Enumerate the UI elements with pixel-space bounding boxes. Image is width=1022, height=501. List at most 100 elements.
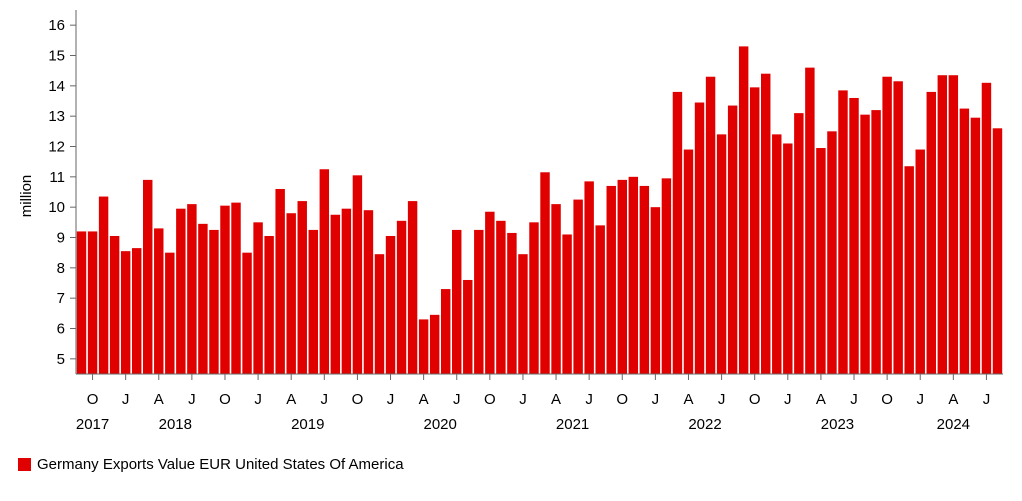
bar bbox=[772, 134, 782, 374]
bar bbox=[253, 222, 263, 374]
bar bbox=[463, 279, 473, 374]
y-tick-label: 12 bbox=[48, 139, 65, 156]
y-tick-label: 8 bbox=[57, 260, 65, 277]
y-axis: 5 6 7 8 9 10 11 12 13 14 15 16 bbox=[48, 10, 77, 374]
bar bbox=[628, 176, 639, 374]
x-tick-label: A bbox=[286, 391, 296, 408]
bar bbox=[551, 204, 561, 374]
bar bbox=[209, 229, 219, 374]
bar bbox=[584, 181, 594, 374]
bar bbox=[915, 149, 925, 374]
x-tick-label: J bbox=[387, 391, 395, 408]
bar bbox=[165, 252, 175, 374]
bar bbox=[407, 201, 418, 374]
bar bbox=[385, 235, 396, 374]
y-tick-label: 14 bbox=[48, 78, 65, 95]
bar bbox=[981, 82, 992, 375]
bar bbox=[518, 254, 528, 374]
x-tick-label: J bbox=[585, 391, 593, 408]
bar bbox=[87, 231, 98, 374]
bar bbox=[992, 128, 1003, 374]
x-tick-label: J bbox=[916, 391, 924, 408]
bar bbox=[242, 252, 252, 374]
x-tick-label: O bbox=[881, 391, 893, 408]
bar bbox=[617, 179, 627, 374]
x-tick-label: J bbox=[453, 391, 461, 408]
x-year-label: 2019 bbox=[291, 416, 324, 433]
bar bbox=[761, 73, 771, 374]
bar bbox=[959, 108, 970, 374]
x-tick-label: J bbox=[850, 391, 858, 408]
y-tick-label: 11 bbox=[49, 169, 65, 186]
y-tick-label: 6 bbox=[57, 321, 65, 338]
legend-label: Germany Exports Value EUR United States … bbox=[37, 456, 404, 473]
bar bbox=[672, 91, 683, 375]
x-tick-label: O bbox=[219, 391, 231, 408]
bar bbox=[452, 229, 462, 374]
bar bbox=[396, 220, 407, 374]
bar bbox=[176, 208, 186, 374]
bar bbox=[970, 117, 981, 375]
x-tick-label: A bbox=[419, 391, 429, 408]
y-tick-label: 9 bbox=[57, 230, 65, 247]
bar bbox=[496, 220, 506, 374]
bar bbox=[595, 225, 605, 374]
bar bbox=[418, 319, 429, 374]
bar bbox=[893, 81, 903, 374]
bar bbox=[705, 76, 716, 374]
x-tick-label: O bbox=[87, 391, 99, 408]
bar bbox=[573, 199, 583, 374]
x-tick-label: J bbox=[188, 391, 196, 408]
legend-swatch bbox=[18, 458, 31, 471]
bar bbox=[661, 178, 672, 374]
x-tick-label: O bbox=[352, 391, 364, 408]
bar bbox=[264, 235, 274, 374]
x-tick-label: O bbox=[616, 391, 628, 408]
bar bbox=[948, 75, 959, 374]
bar bbox=[937, 75, 948, 374]
bar bbox=[926, 91, 936, 375]
bar bbox=[507, 232, 517, 374]
bar bbox=[109, 235, 120, 374]
bar bbox=[650, 207, 661, 374]
x-tick-label: J bbox=[321, 391, 329, 408]
bar bbox=[429, 314, 440, 374]
bar bbox=[286, 213, 296, 374]
x-year-label: 2020 bbox=[423, 416, 456, 433]
x-tick-label: J bbox=[784, 391, 792, 408]
bar bbox=[827, 131, 837, 374]
bar bbox=[529, 222, 539, 374]
bar bbox=[120, 251, 131, 374]
bar bbox=[838, 90, 848, 374]
bar bbox=[131, 248, 142, 374]
x-tick-label: J bbox=[983, 391, 991, 408]
bar bbox=[98, 196, 109, 374]
y-tick-label: 5 bbox=[57, 351, 65, 368]
x-tick-label: A bbox=[154, 391, 164, 408]
x-tick-label: O bbox=[749, 391, 761, 408]
y-axis-title: million bbox=[18, 175, 35, 218]
x-tick-label: J bbox=[122, 391, 130, 408]
bar bbox=[154, 228, 164, 374]
bar bbox=[783, 143, 793, 374]
x-tick-label: O bbox=[484, 391, 496, 408]
bar bbox=[440, 289, 451, 374]
bar bbox=[904, 166, 914, 374]
legend: Germany Exports Value EUR United States … bbox=[18, 456, 404, 473]
bar bbox=[694, 102, 705, 375]
bar bbox=[143, 179, 153, 374]
bar bbox=[474, 229, 484, 374]
bar bbox=[330, 214, 341, 374]
y-tick-label: 15 bbox=[48, 48, 65, 65]
x-year-label: 2022 bbox=[688, 416, 721, 433]
bar bbox=[639, 185, 650, 374]
x-tick-label: J bbox=[652, 391, 660, 408]
bar bbox=[198, 223, 208, 374]
bar bbox=[297, 201, 307, 374]
bar bbox=[683, 149, 694, 374]
bar bbox=[871, 110, 881, 374]
bar bbox=[727, 105, 738, 375]
x-axis: O J A J O J A J O J A J O J A J O J A J O J A J O J A J 2017 2018 2019… bbox=[76, 373, 1003, 433]
bar bbox=[363, 210, 374, 374]
